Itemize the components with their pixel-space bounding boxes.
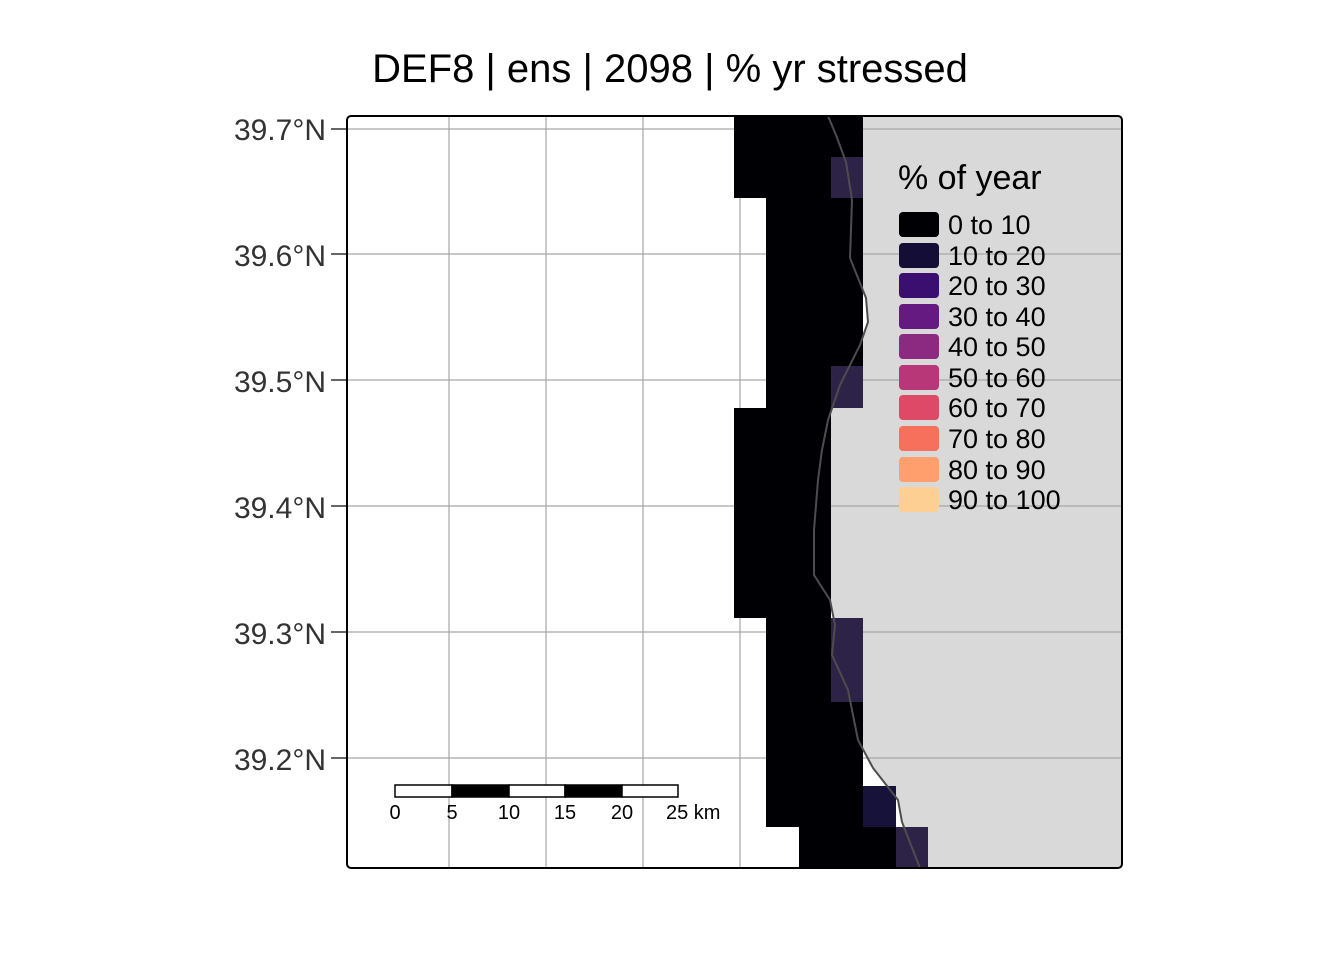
legend: % of year 0 to 10 10 to 20 20 to 30 30 t… xyxy=(898,159,1061,515)
legend-item: 50 to 60 xyxy=(899,363,1046,393)
y-axis: 39.7°N 39.6°N 39.5°N 39.4°N 39.3°N 39.2°… xyxy=(234,114,347,777)
legend-swatch xyxy=(899,243,939,268)
y-tick-label: 39.3°N xyxy=(234,618,326,651)
map-title: DEF8 | ens | 2098 | % yr stressed xyxy=(372,47,968,91)
legend-title: % of year xyxy=(898,159,1042,197)
legend-swatch xyxy=(899,304,939,329)
scale-bar: 0 5 10 15 20 25 km xyxy=(389,784,720,824)
legend-item: 20 to 30 xyxy=(899,271,1046,301)
scale-bar-label: 0 xyxy=(389,802,400,824)
legend-swatch xyxy=(899,273,939,298)
legend-swatch xyxy=(899,426,939,451)
legend-swatch xyxy=(899,395,939,420)
legend-label: 0 to 10 xyxy=(948,210,1031,240)
map-panel xyxy=(347,116,1122,868)
legend-item: 0 to 10 xyxy=(899,210,1031,240)
y-tick-label: 39.7°N xyxy=(234,114,326,147)
raster-cell xyxy=(766,618,831,702)
legend-item: 30 to 40 xyxy=(899,302,1046,332)
legend-item: 80 to 90 xyxy=(899,455,1046,485)
legend-item: 70 to 80 xyxy=(899,424,1046,454)
legend-label: 10 to 20 xyxy=(948,241,1046,271)
land-area xyxy=(814,116,1122,868)
legend-item: 90 to 100 xyxy=(899,485,1061,515)
legend-label: 30 to 40 xyxy=(948,302,1046,332)
legend-label: 60 to 70 xyxy=(948,393,1046,423)
scale-bar-label: 15 xyxy=(554,802,576,824)
scale-bar-label: 20 xyxy=(611,802,633,824)
legend-label: 90 to 100 xyxy=(948,485,1061,515)
raster-cell xyxy=(734,408,831,618)
legend-swatch xyxy=(899,487,939,512)
y-tick-label: 39.4°N xyxy=(234,492,326,525)
legend-swatch xyxy=(899,212,939,237)
scale-bar-label: 10 xyxy=(498,802,520,824)
legend-label: 40 to 50 xyxy=(948,332,1046,362)
raster-cell xyxy=(863,786,896,827)
raster-cell xyxy=(766,702,863,786)
raster-cell xyxy=(766,198,863,366)
legend-swatch xyxy=(899,365,939,390)
raster-cell xyxy=(734,116,831,198)
coastline xyxy=(813,116,921,868)
legend-swatch xyxy=(899,457,939,482)
panel-border xyxy=(346,115,1123,869)
legend-item: 40 to 50 xyxy=(899,332,1046,362)
legend-label: 80 to 90 xyxy=(948,455,1046,485)
legend-item: 60 to 70 xyxy=(899,393,1046,423)
legend-label: 20 to 30 xyxy=(948,271,1046,301)
scale-bar-label: 5 xyxy=(446,802,457,824)
y-tick-label: 39.6°N xyxy=(234,240,326,273)
scale-bar-label: 25 km xyxy=(666,802,720,824)
legend-label: 50 to 60 xyxy=(948,363,1046,393)
y-tick-label: 39.2°N xyxy=(234,744,326,777)
raster-cell xyxy=(766,786,863,827)
legend-swatch xyxy=(899,334,939,359)
legend-item: 10 to 20 xyxy=(899,241,1046,271)
legend-label: 70 to 80 xyxy=(948,424,1046,454)
raster-cell xyxy=(766,366,831,408)
y-tick-label: 39.5°N xyxy=(234,366,326,399)
raster-cell xyxy=(799,827,896,868)
